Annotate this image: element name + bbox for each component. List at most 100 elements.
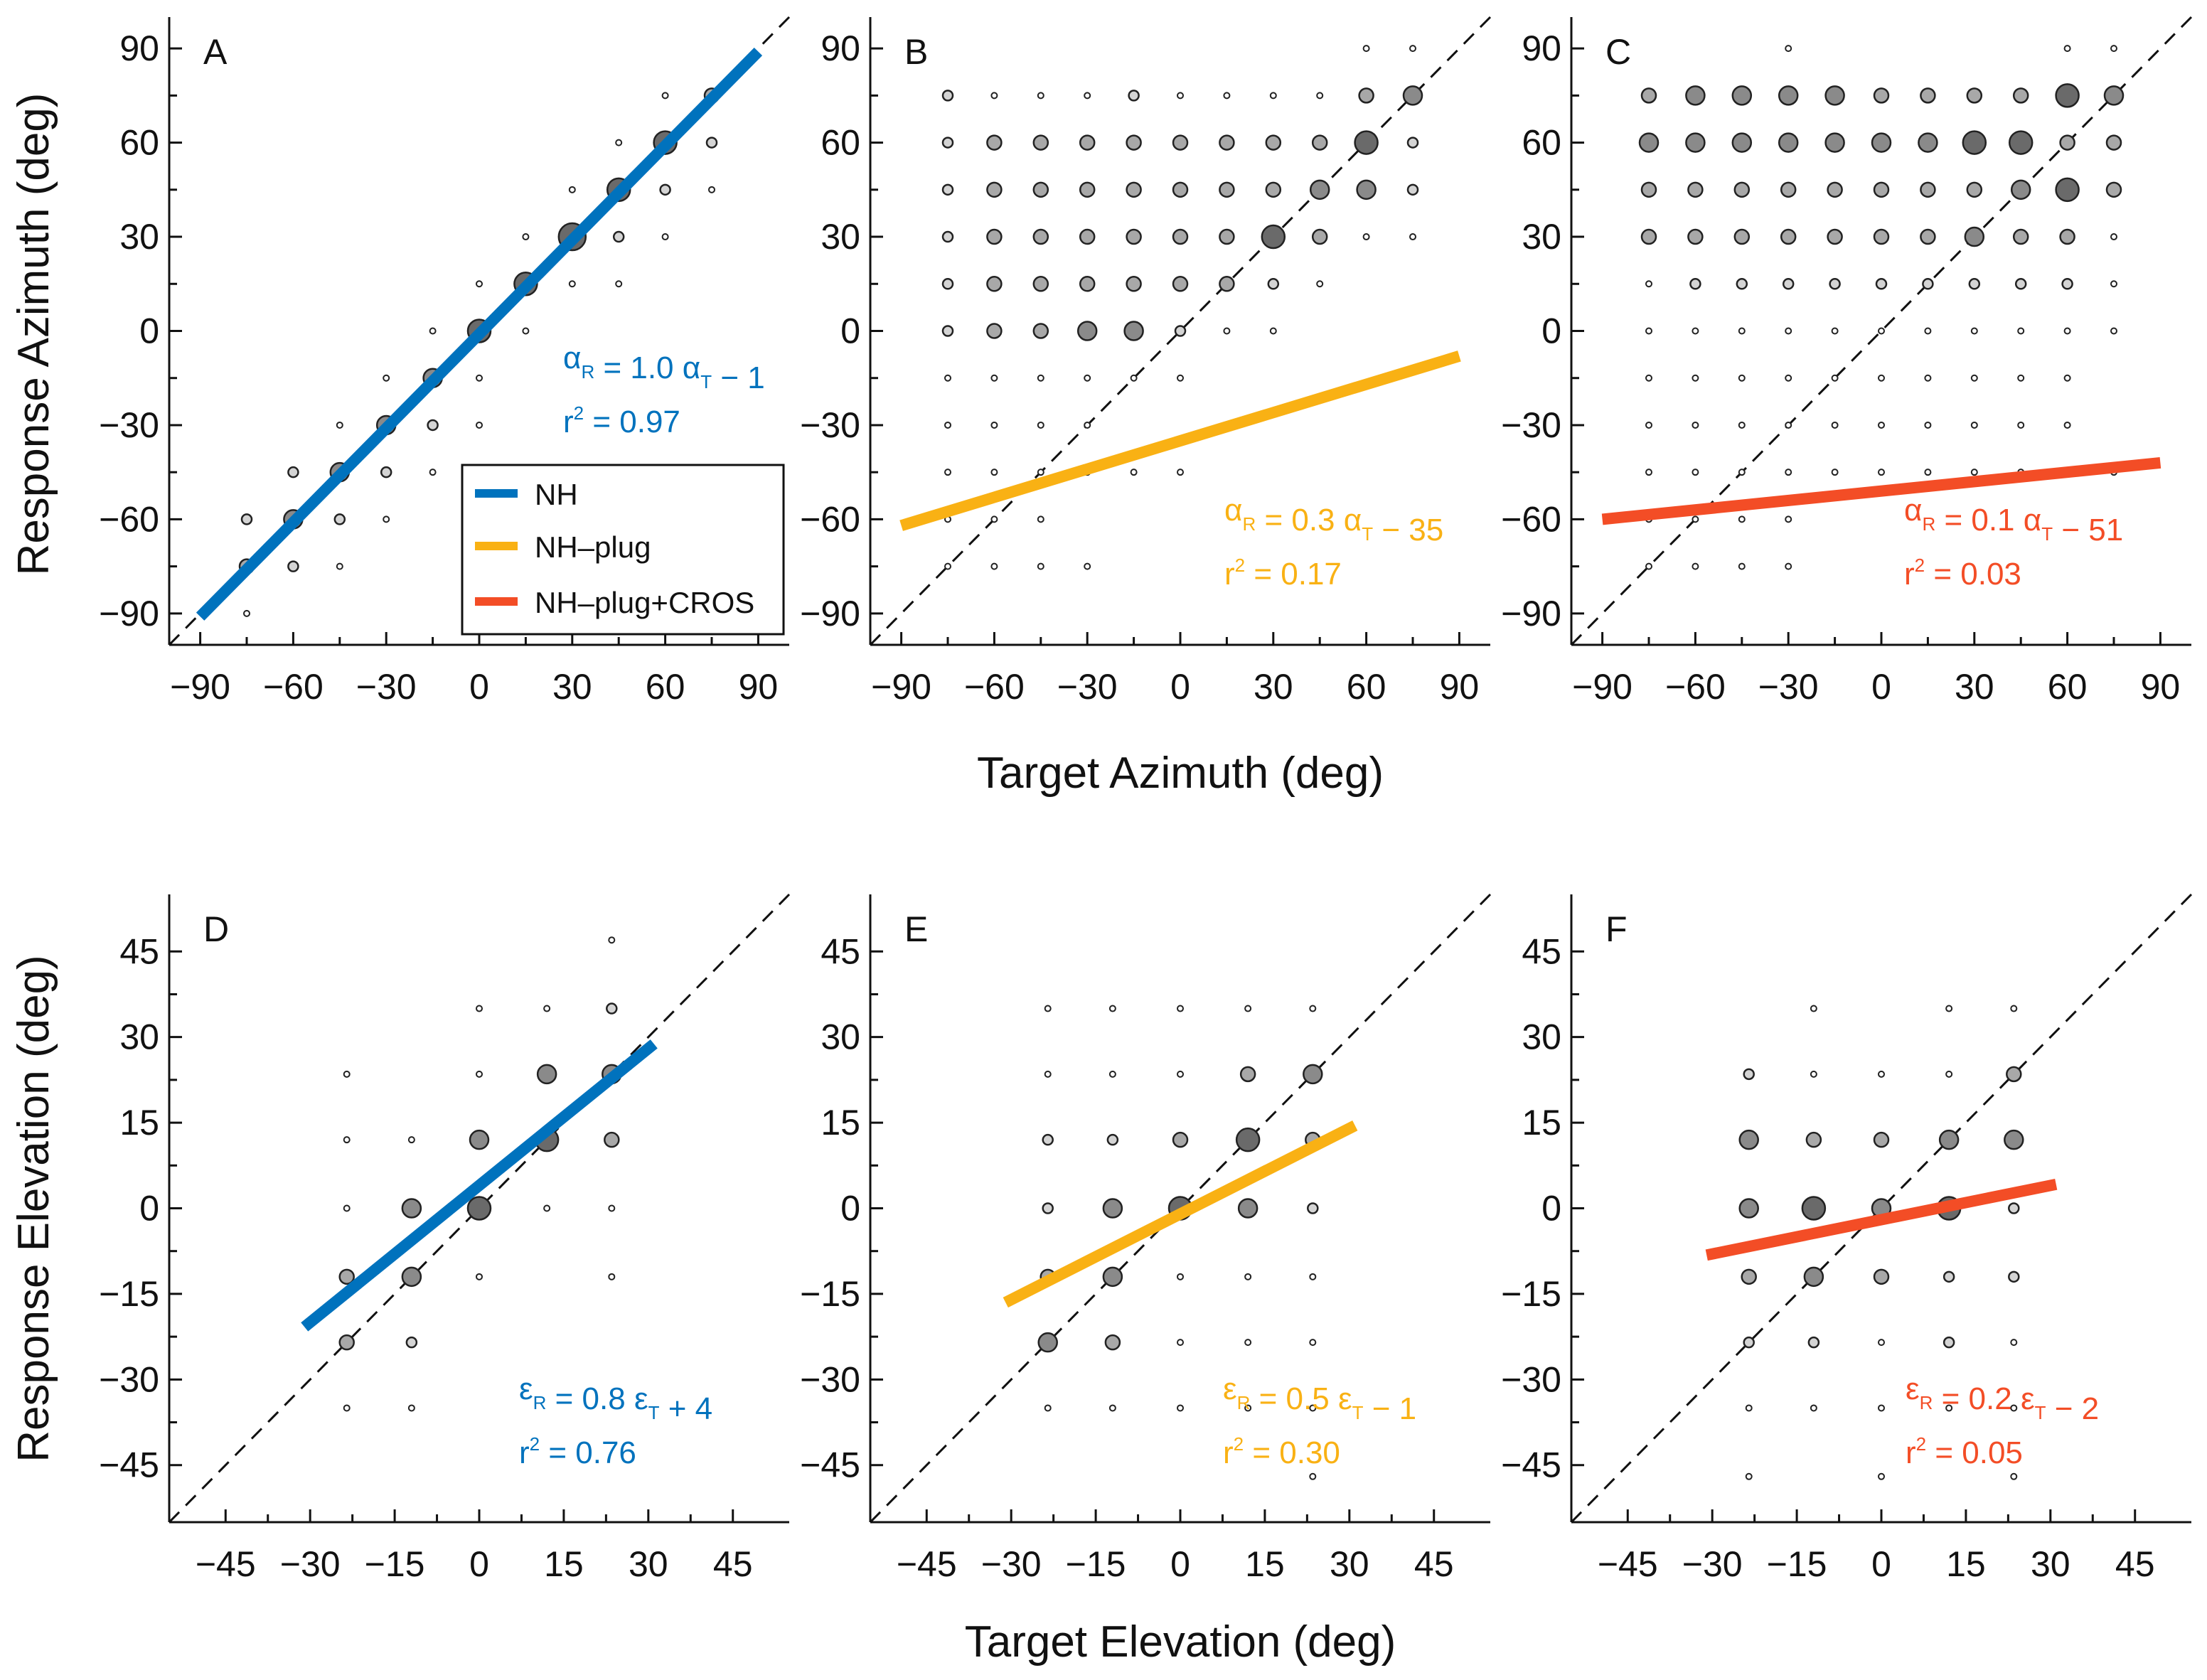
data-point [1685, 132, 1706, 153]
data-point [427, 419, 439, 432]
data-point [1738, 327, 1746, 335]
data-point [986, 181, 1003, 198]
data-point [1084, 562, 1091, 570]
y-tick-label-b: −30 [800, 405, 860, 445]
data-point [2008, 1202, 2020, 1214]
data-point [476, 421, 483, 429]
data-point [1402, 85, 1423, 106]
data-point [1267, 278, 1280, 290]
data-point [1878, 1339, 1885, 1347]
data-point [944, 421, 951, 429]
data-point [1878, 469, 1885, 476]
y-tick-label-c: 30 [1522, 217, 1561, 257]
data-point [1303, 1064, 1323, 1085]
y-tick-label-c: −30 [1501, 405, 1561, 445]
data-point [2010, 1339, 2018, 1347]
data-point [343, 1204, 351, 1212]
panel-label-c: C [1605, 32, 1631, 72]
data-point [1108, 1404, 1116, 1412]
x-tick-label-d: 45 [713, 1544, 753, 1584]
x-tick-label-f: 45 [2115, 1544, 2155, 1584]
data-point [990, 421, 998, 429]
data-point [343, 1070, 351, 1078]
data-point [1970, 374, 1978, 382]
data-point [990, 562, 998, 570]
x-tick-label-b: −30 [1057, 667, 1118, 707]
panel-label-d: D [203, 909, 229, 949]
data-point [1104, 1334, 1121, 1351]
data-point [2063, 374, 2071, 382]
x-tick-label-f: 30 [2031, 1544, 2070, 1584]
data-point [1924, 469, 1932, 476]
data-point [1785, 515, 1792, 523]
data-point [1123, 321, 1144, 341]
data-point [1920, 87, 1936, 104]
data-point [990, 374, 998, 382]
data-point [1316, 280, 1324, 288]
data-point [1126, 276, 1142, 292]
data-point [1269, 92, 1277, 100]
x-tick-label-c: 30 [1955, 667, 1994, 707]
data-point [1640, 228, 1657, 245]
data-point [1938, 1129, 1960, 1150]
x-tick-label-e: 0 [1170, 1544, 1190, 1584]
data-point [1924, 327, 1932, 335]
y-tick-label-d: 45 [119, 931, 159, 971]
y-tick-label-a: −60 [99, 499, 159, 539]
y-tick-label-a: −90 [99, 594, 159, 633]
data-point [986, 134, 1003, 151]
data-point [343, 1404, 351, 1412]
data-point [1406, 183, 1419, 196]
data-point [543, 1204, 551, 1212]
y-tick-label-e: 45 [821, 931, 860, 971]
data-point [1731, 85, 1753, 106]
data-point [1309, 1339, 1317, 1347]
y-tick-label-e: −30 [800, 1359, 860, 1399]
data-point [608, 936, 616, 944]
data-point [1128, 90, 1140, 102]
data-point [615, 280, 623, 288]
y-tick-label-a: 30 [119, 217, 159, 257]
data-point [1177, 374, 1184, 382]
regression-line-a [196, 47, 763, 621]
data-point [1943, 1336, 1955, 1349]
data-point [1733, 181, 1751, 198]
data-point [1079, 134, 1096, 151]
x-tick-label-d: 0 [469, 1544, 489, 1584]
fit-r2-f: r2 = 0.05 [1906, 1433, 2023, 1470]
data-point [1362, 45, 1370, 53]
fit-r2-b: r2 = 0.17 [1224, 555, 1342, 592]
data-point [1244, 1273, 1252, 1280]
data-point [1108, 1005, 1116, 1012]
data-point [2055, 83, 2080, 108]
y-tick-label-b: 60 [821, 123, 860, 163]
panel-b: −90 −90 −60 −60 −30 −30 0 0 30 30 60 60 90 90 BαR = 0.… [800, 16, 1492, 707]
data-point [1044, 1070, 1052, 1078]
data-point [2110, 327, 2117, 335]
x-tick-label-e: −45 [897, 1544, 957, 1584]
y-tick-label-f: 30 [1522, 1017, 1561, 1057]
data-point [1032, 276, 1049, 292]
data-point [1780, 228, 1797, 245]
data-point [1968, 278, 1981, 290]
data-point [1943, 1270, 1955, 1283]
y-tick-label-b: −90 [800, 594, 860, 633]
data-point [1079, 276, 1096, 292]
data-point [383, 515, 390, 523]
data-point [240, 513, 253, 525]
data-point [661, 92, 669, 100]
x-tick-label-e: 30 [1330, 1544, 1369, 1584]
data-point [1172, 181, 1189, 198]
data-point [405, 1336, 418, 1349]
x-tick-label-c: 90 [2141, 667, 2181, 707]
data-point [287, 560, 299, 572]
data-point [1108, 1070, 1116, 1078]
data-point [1177, 469, 1184, 476]
data-point [1873, 87, 1890, 104]
y-tick-label-e: 0 [840, 1189, 860, 1229]
data-point [1810, 1070, 1817, 1078]
data-point [1406, 137, 1419, 149]
regression-line-f [1705, 1178, 2058, 1261]
panel-c: −90 −90 −60 −60 −30 −30 0 0 30 30 60 60 90 90 CαR = 0.… [1501, 16, 2193, 707]
